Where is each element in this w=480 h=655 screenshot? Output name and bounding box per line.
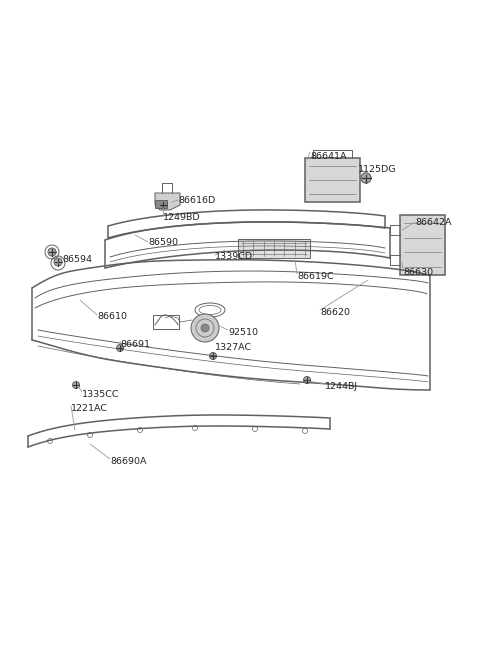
Text: 1335CC: 1335CC (82, 390, 120, 399)
Text: 86590: 86590 (148, 238, 178, 247)
Text: 86630: 86630 (403, 268, 433, 277)
Text: 86620: 86620 (320, 308, 350, 317)
Text: 1249BD: 1249BD (163, 213, 201, 222)
Circle shape (48, 248, 56, 256)
Text: 86641A: 86641A (310, 152, 347, 161)
Bar (238, 239, 310, 258)
Text: 1327AC: 1327AC (215, 343, 252, 352)
Text: 86610: 86610 (97, 312, 127, 321)
Circle shape (201, 324, 209, 332)
Circle shape (54, 258, 62, 266)
Text: 1221AC: 1221AC (71, 404, 108, 413)
Bar (153, 315, 179, 329)
Text: 86642A: 86642A (415, 218, 452, 227)
Circle shape (191, 314, 219, 342)
Text: 1125DG: 1125DG (358, 165, 396, 174)
Text: 86691: 86691 (120, 340, 150, 349)
Circle shape (361, 173, 371, 183)
Text: 86616D: 86616D (178, 196, 215, 205)
Text: 1339CD: 1339CD (215, 252, 253, 261)
Text: 92510: 92510 (228, 328, 258, 337)
Circle shape (209, 352, 216, 360)
Text: 1244BJ: 1244BJ (325, 382, 358, 391)
Circle shape (159, 201, 167, 209)
Circle shape (72, 381, 80, 388)
Circle shape (303, 377, 311, 383)
Text: 86594: 86594 (62, 255, 92, 264)
Circle shape (117, 345, 123, 352)
Text: 86619C: 86619C (297, 272, 334, 281)
Text: 86690A: 86690A (110, 457, 146, 466)
Bar (305, 158, 360, 202)
Polygon shape (155, 193, 180, 210)
Bar (155, 200, 167, 208)
Bar (400, 215, 445, 275)
Circle shape (361, 173, 371, 183)
